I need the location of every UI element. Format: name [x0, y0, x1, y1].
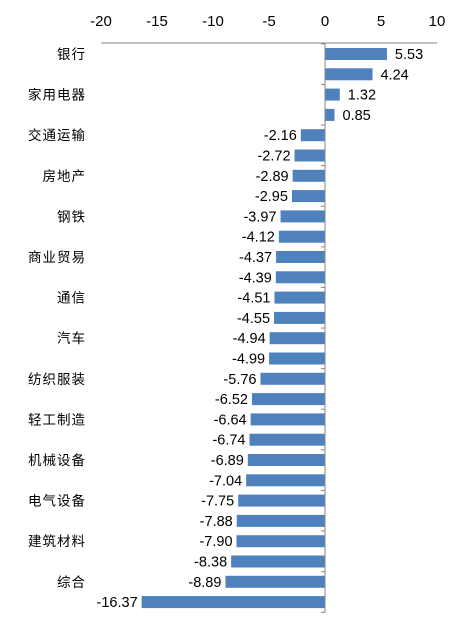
data-label: -4.37	[239, 250, 272, 266]
category-label: 建筑材料	[28, 534, 86, 550]
bar	[236, 535, 325, 548]
bar	[274, 291, 325, 304]
bar	[269, 332, 325, 345]
category-label: 纺织服装	[28, 372, 86, 388]
category-label: 钢铁	[57, 209, 86, 225]
bar	[251, 393, 325, 406]
data-label: 1.32	[348, 88, 376, 104]
data-label: 5.53	[395, 47, 423, 63]
data-label: -3.97	[243, 209, 276, 225]
data-label: 0.85	[343, 108, 371, 124]
bar	[274, 311, 325, 324]
category-labels: 银行家用电器交通运输房地产钢铁商业贸易通信汽车纺织服装轻工制造机械设备电气设备建…	[28, 47, 87, 591]
data-label: -16.37	[97, 595, 138, 611]
data-label: -6.74	[212, 433, 245, 449]
data-label: -2.89	[256, 169, 289, 185]
x-tick-label: 10	[429, 13, 446, 30]
data-label: -7.04	[209, 473, 242, 489]
bar	[325, 68, 373, 81]
data-label: -6.52	[215, 392, 248, 408]
bar	[278, 230, 325, 243]
bar	[247, 454, 325, 466]
data-label: -6.89	[211, 453, 244, 469]
category-label: 通信	[57, 291, 86, 307]
data-label: 4.24	[380, 67, 408, 83]
data-label: -2.95	[255, 189, 288, 205]
bar	[292, 169, 325, 182]
bar	[325, 88, 340, 101]
bar	[294, 149, 325, 162]
data-label: -4.94	[233, 331, 266, 347]
data-labels: 5.53 4.241.32 0.85 -2.16 -2.72 -2.89 -2.95 -3.9…	[97, 47, 424, 611]
data-label: -5.76	[223, 372, 256, 388]
data-label: -4.12	[242, 230, 275, 246]
bar	[300, 129, 325, 142]
x-tick-label: -10	[202, 13, 224, 30]
x-tick-label: -5	[262, 13, 275, 30]
category-label: 银行	[57, 47, 86, 63]
data-label: -8.89	[188, 575, 221, 591]
data-label: -7.90	[199, 534, 232, 550]
data-label: -8.38	[194, 555, 227, 571]
bar	[260, 372, 325, 385]
data-label: -4.55	[237, 311, 270, 327]
data-label: -7.88	[200, 514, 233, 530]
x-tick-label: -20	[90, 13, 112, 30]
bar	[280, 210, 325, 223]
bar	[249, 433, 325, 446]
category-label: 轻工制造	[28, 412, 86, 428]
x-tick-label: -15	[146, 13, 168, 30]
bar	[231, 555, 325, 568]
bar	[250, 413, 325, 426]
data-label: -4.99	[232, 352, 265, 368]
data-label: -4.51	[237, 291, 270, 307]
x-tick-label: 0	[321, 13, 329, 30]
bar	[238, 494, 325, 507]
bar	[225, 575, 325, 588]
bar	[275, 271, 325, 284]
data-label: -2.72	[257, 149, 290, 165]
data-label: -7.75	[201, 494, 234, 510]
bar	[325, 108, 335, 121]
category-label: 交通运输	[28, 127, 86, 144]
category-label: 家用电器	[28, 87, 86, 104]
x-tick-label: 5	[377, 13, 385, 30]
category-label: 综合	[57, 575, 86, 591]
category-label: 汽车	[57, 330, 86, 347]
bar	[236, 514, 325, 527]
category-label: 商业贸易	[28, 250, 86, 266]
data-label: -6.64	[214, 412, 247, 428]
bar	[291, 190, 325, 203]
data-label: -4.39	[239, 270, 272, 286]
category-label: 机械设备	[28, 452, 86, 469]
axes	[101, 42, 437, 613]
bar	[141, 596, 325, 609]
bars	[141, 48, 387, 609]
data-label: -2.16	[264, 128, 297, 144]
category-label: 电气设备	[28, 493, 86, 510]
category-label: 房地产	[43, 169, 87, 185]
bar	[325, 48, 387, 60]
bar	[276, 251, 325, 263]
x-axis-ticks: -20 -15 -10 -5 0 5 10	[90, 13, 445, 30]
bar	[246, 474, 325, 487]
bar	[269, 352, 325, 365]
